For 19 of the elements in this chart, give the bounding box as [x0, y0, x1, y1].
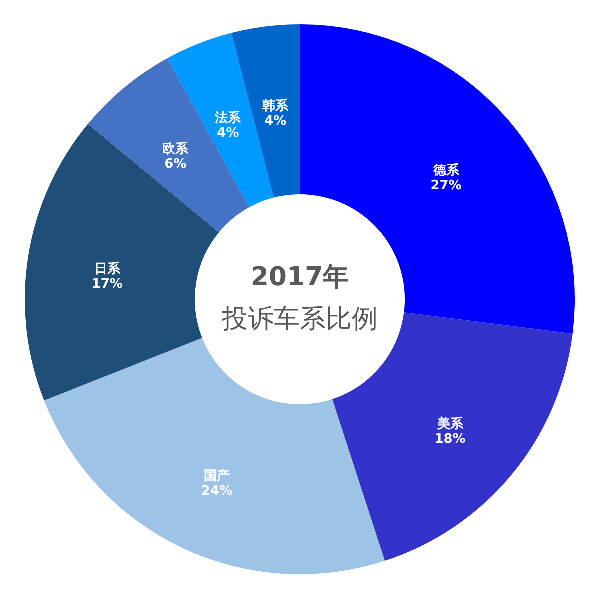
slice-label: 日系 — [94, 260, 122, 277]
donut-slice — [88, 58, 250, 233]
text: 2017年 — [250, 262, 350, 292]
data-label: 24% — [201, 484, 233, 499]
data-label: 27% — [430, 178, 462, 194]
text: 投诉车系比例 — [221, 304, 378, 334]
data-label: 6% — [164, 157, 187, 172]
data-label: 4% — [217, 126, 240, 142]
donut-slice — [25, 124, 220, 401]
slice-label: 德系 — [432, 162, 460, 179]
donut-slice — [44, 338, 385, 574]
slice-label: 美系 — [436, 416, 464, 432]
slice-label: 韩系 — [262, 98, 290, 114]
slice-label: 国产 — [204, 468, 230, 484]
data-label: 18% — [434, 432, 466, 447]
slice-label: 法系 — [214, 110, 242, 126]
data-label: 4% — [264, 114, 287, 130]
slice-label: 欧系 — [162, 141, 190, 158]
data-label: 17% — [92, 276, 123, 292]
